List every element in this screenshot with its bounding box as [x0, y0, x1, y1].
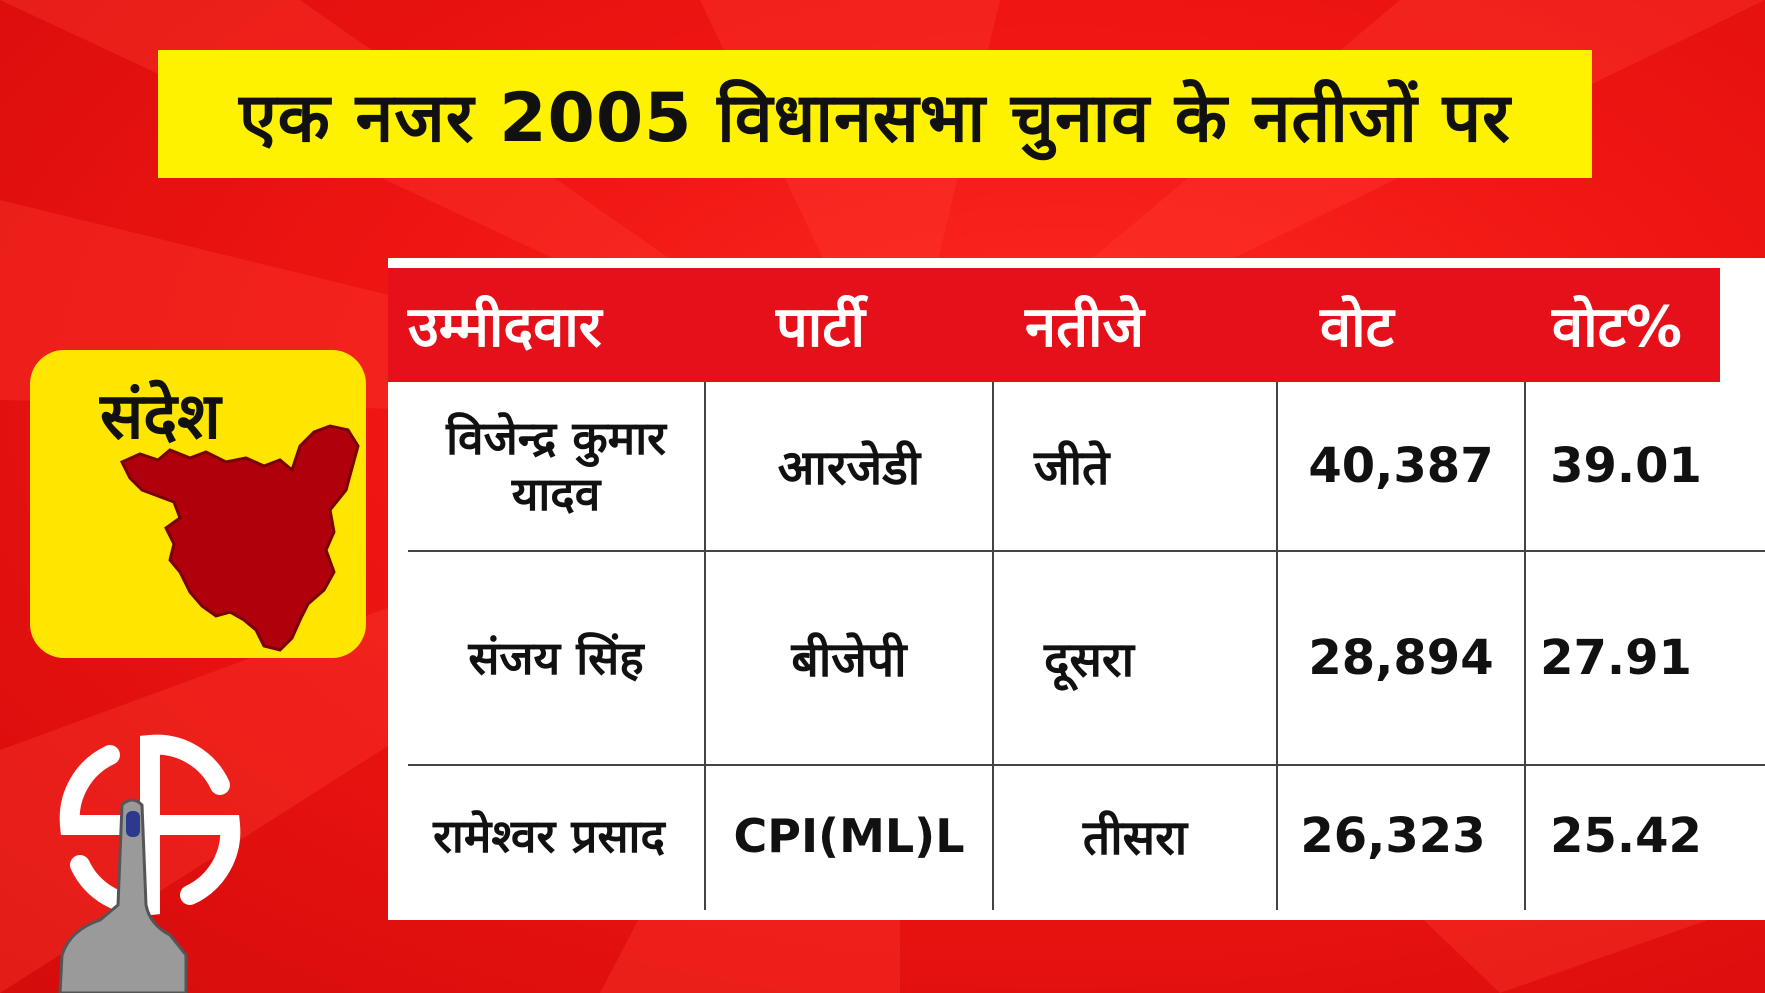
title-banner: एक नजर 2005 विधानसभा चुनाव के नतीजों पर [158, 50, 1592, 178]
party-name: CPI(ML)L [733, 809, 965, 863]
result-text: जीते [1034, 439, 1110, 496]
header-result: नतीजे [1025, 295, 1145, 360]
constituency-badge: संदेश [30, 350, 366, 658]
column-divider [704, 382, 706, 910]
header-candidate: उम्मीदवार [408, 295, 602, 360]
candidate-name: विजेन्द्र कुमार यादव [446, 411, 666, 521]
header-votes: वोट [1320, 295, 1394, 360]
column-divider [992, 382, 994, 910]
constituency-map-icon [119, 424, 360, 652]
results-table: उम्मीदवार पार्टी नतीजे वोट वोट% विजेन्द्… [388, 258, 1765, 920]
votes-count: 28,894 [1308, 630, 1494, 686]
inked-finger-icon [58, 798, 188, 993]
header-vote-percent: वोट% [1552, 295, 1682, 360]
candidate-name: संजय सिंह [468, 631, 644, 685]
votes-count: 26,323 [1300, 808, 1486, 864]
vote-percent: 39.01 [1550, 438, 1702, 494]
header-party: पार्टी [776, 295, 866, 360]
column-divider [1524, 382, 1526, 910]
result-text: तीसरा [1082, 809, 1188, 866]
vote-percent: 27.91 [1540, 630, 1692, 686]
column-divider [1276, 382, 1278, 910]
table-header: उम्मीदवार पार्टी नतीजे वोट वोट% [388, 268, 1720, 382]
candidate-name: रामेश्वर प्रसाद [433, 809, 665, 863]
constituency-name: संदेश [100, 380, 221, 454]
party-name: आरजेडी [777, 439, 921, 496]
result-text: दूसरा [1044, 631, 1135, 688]
party-name: बीजेपी [791, 631, 907, 688]
votes-count: 40,387 [1308, 438, 1494, 494]
election-symbol-icon [58, 734, 241, 993]
row-divider [408, 550, 1765, 552]
vote-percent: 25.42 [1550, 808, 1702, 864]
page-title: एक नजर 2005 विधानसभा चुनाव के नतीजों पर [239, 78, 1511, 158]
row-divider [408, 764, 1765, 766]
